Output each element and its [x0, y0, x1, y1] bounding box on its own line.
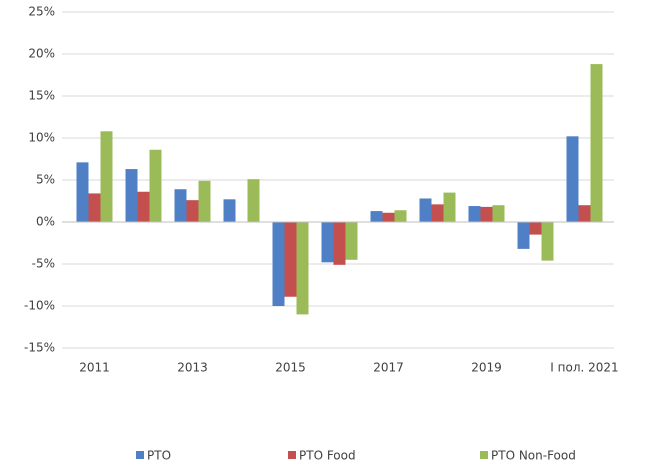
- bar: [88, 193, 101, 222]
- bar: [480, 206, 493, 222]
- bar: [541, 222, 554, 261]
- x-tick-label: I пол. 2021: [550, 361, 618, 375]
- bar: [382, 212, 395, 222]
- x-tick-label: 2013: [177, 361, 208, 375]
- bar: [578, 205, 591, 222]
- bar: [272, 222, 285, 306]
- legend-swatch: [136, 451, 144, 459]
- x-tick-label: 2017: [373, 361, 404, 375]
- bar: [247, 179, 260, 222]
- bar: [100, 131, 113, 222]
- bar: [394, 210, 407, 222]
- y-tick-label: 15%: [28, 89, 55, 103]
- bar: [223, 199, 236, 222]
- legend-swatch: [288, 451, 296, 459]
- y-tick-label: -15%: [24, 341, 55, 355]
- y-tick-label: 25%: [28, 5, 55, 19]
- legend-label: PTO: [147, 449, 171, 463]
- y-tick-label: 0%: [36, 215, 55, 229]
- bar: [186, 200, 199, 222]
- legend-label: PTO Non-Food: [491, 449, 576, 463]
- y-tick-label: -5%: [32, 257, 55, 271]
- bar: [431, 204, 444, 222]
- legend-swatch: [480, 451, 488, 459]
- bar: [174, 189, 187, 222]
- bar: [517, 222, 530, 249]
- y-tick-label: -10%: [24, 299, 55, 313]
- bar: [590, 64, 603, 222]
- bar: [284, 222, 297, 297]
- bar: [137, 191, 150, 222]
- bar: [76, 162, 89, 222]
- x-tick-label: 2011: [79, 361, 110, 375]
- bar: [443, 192, 456, 222]
- bar: [345, 222, 358, 260]
- bar: [321, 222, 334, 263]
- bar: [296, 222, 309, 315]
- x-tick-label: 2019: [471, 361, 502, 375]
- bar: [468, 206, 481, 222]
- bar: [149, 149, 162, 222]
- bar: [370, 211, 383, 222]
- y-tick-label: 5%: [36, 173, 55, 187]
- bar: [566, 136, 579, 222]
- bar: [529, 222, 542, 235]
- bar: [333, 222, 346, 265]
- bar: [125, 169, 138, 222]
- bar: [198, 180, 211, 222]
- bar: [419, 198, 432, 222]
- y-tick-label: 20%: [28, 47, 55, 61]
- bar: [492, 205, 505, 222]
- y-tick-label: 10%: [28, 131, 55, 145]
- legend-label: PTO Food: [299, 449, 356, 463]
- x-tick-label: 2015: [275, 361, 306, 375]
